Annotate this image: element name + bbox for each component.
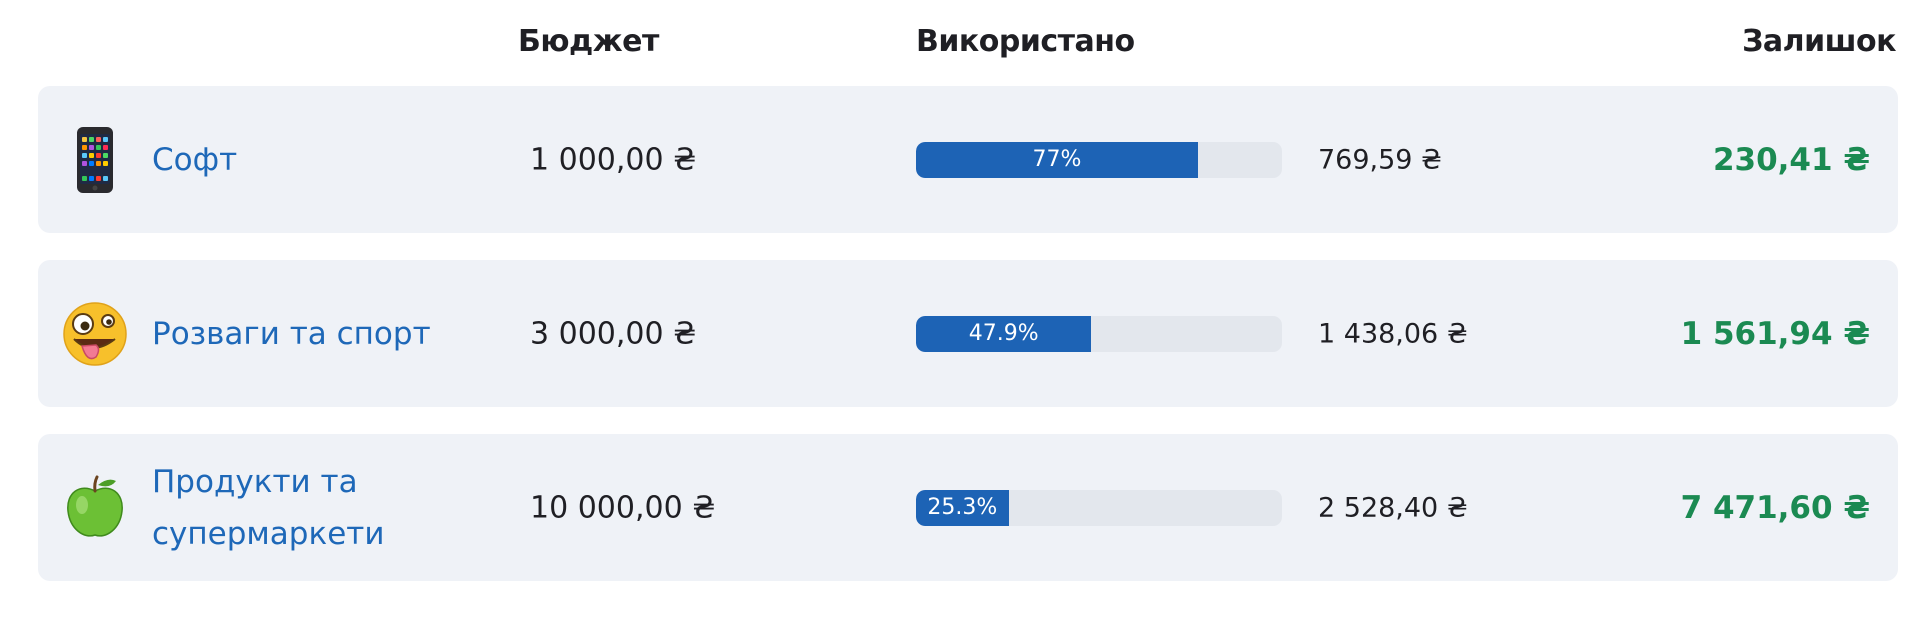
header-remaining: Залишок [1742, 24, 1896, 59]
spent-value: 1 438,06 ₴ [1318, 318, 1468, 349]
remaining-value: 1 561,94 ₴ [1680, 315, 1870, 352]
budget-row-entertainment[interactable]: Розваги та спорт 3 000,00 ₴ 47.9% 1 438,… [38, 260, 1898, 407]
progress-fill: 25.3% [916, 489, 1009, 526]
spent-value: 769,59 ₴ [1318, 144, 1442, 175]
remaining-value: 7 471,60 ₴ [1680, 489, 1870, 526]
green-apple-icon [60, 473, 130, 543]
progress-fill: 47.9% [916, 315, 1092, 352]
budget-row-groceries[interactable]: Продукти та супермаркети 10 000,00 ₴ 25.… [38, 434, 1898, 581]
remaining-value: 230,41 ₴ [1712, 141, 1870, 178]
budget-value: 10 000,00 ₴ [530, 490, 716, 525]
progress-bar: 47.9% [916, 315, 1282, 352]
category-name-link[interactable]: Розваги та спорт [152, 315, 431, 352]
category-name-link[interactable]: Продукти та супермаркети [152, 463, 385, 552]
progress-label: 47.9% [968, 321, 1039, 346]
spent-value: 2 528,40 ₴ [1318, 492, 1468, 523]
budget-value: 3 000,00 ₴ [530, 316, 697, 351]
header-used: Використано [916, 24, 1135, 59]
budget-row-soft[interactable]: Софт 1 000,00 ₴ 77% 769,59 ₴ 230,41 ₴ [38, 86, 1898, 233]
category-name-link[interactable]: Софт [152, 141, 238, 178]
progress-fill: 77% [916, 141, 1198, 178]
header-budget: Бюджет [518, 24, 659, 59]
progress-bar: 77% [916, 141, 1282, 178]
progress-label: 25.3% [927, 495, 998, 520]
mobile-phone-icon [60, 125, 130, 195]
zany-face-icon [60, 299, 130, 369]
progress-bar: 25.3% [916, 489, 1282, 526]
progress-label: 77% [1032, 147, 1082, 172]
budget-value: 1 000,00 ₴ [530, 142, 697, 177]
